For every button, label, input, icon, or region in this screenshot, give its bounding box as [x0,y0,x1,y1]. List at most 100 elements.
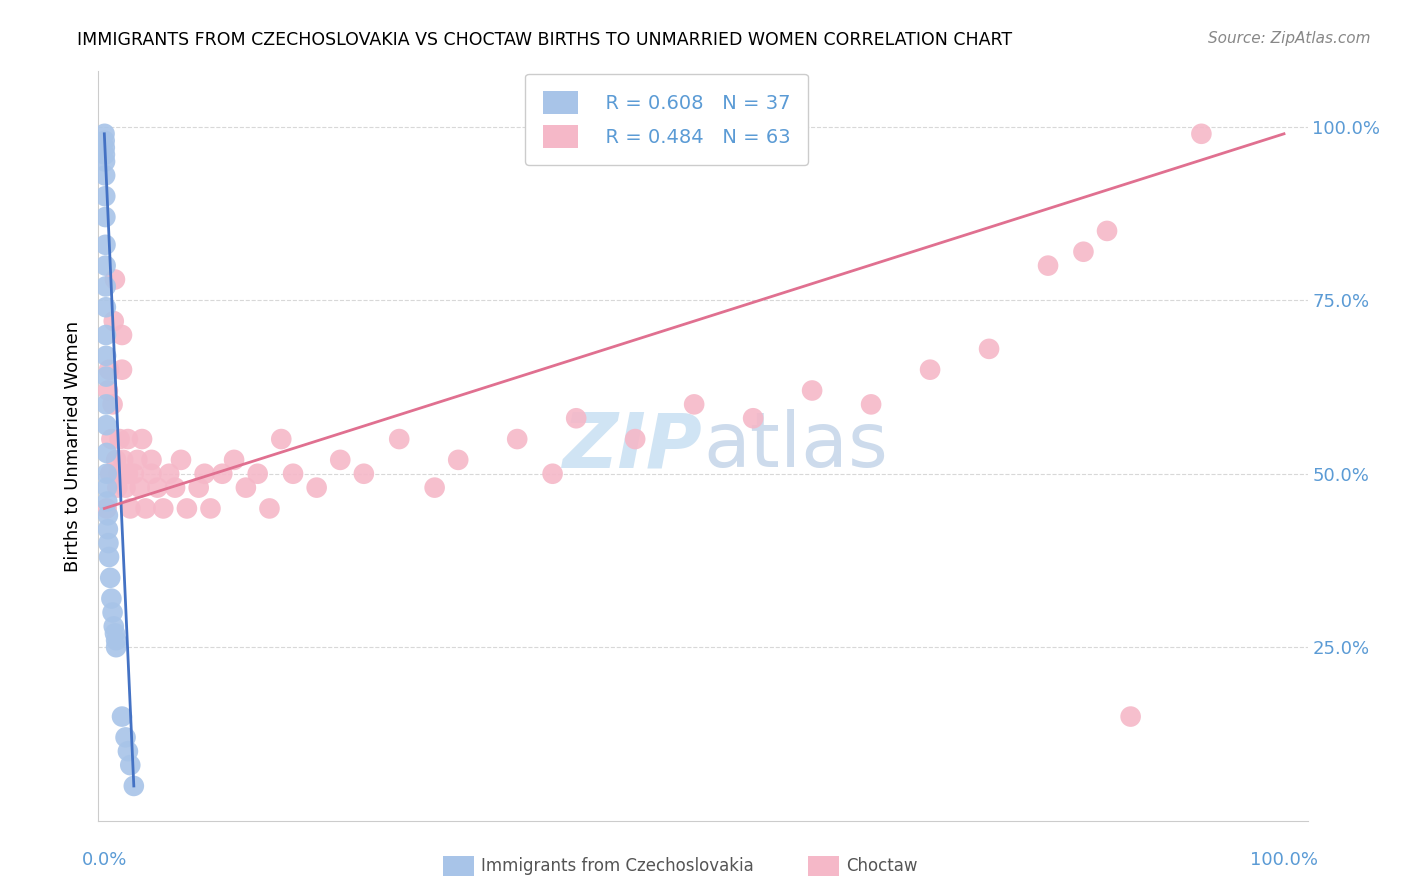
Point [111,362,134,376]
Point [120,758,142,772]
Point [920,362,942,376]
Point [541,467,564,481]
Point [108,432,131,446]
Point [211,467,233,481]
Text: atlas: atlas [703,409,887,483]
Point [114,481,136,495]
Point [105,640,128,655]
Point [103,619,125,633]
Point [329,453,352,467]
Point [187,481,209,495]
Point [127,453,149,467]
Point [97,522,120,536]
Point [1095,224,1118,238]
Point [96,446,118,460]
Point [388,432,411,446]
Point [94,279,117,293]
Point [96,369,118,384]
Point [97,384,120,398]
Point [94,259,117,273]
Point [100,432,122,446]
Point [94,147,117,161]
Point [977,342,1000,356]
Point [683,397,706,411]
Point [105,481,128,495]
Point [1073,244,1095,259]
Point [122,779,145,793]
Point [170,453,193,467]
Point [235,481,257,495]
Point [105,633,128,648]
Legend:   R = 0.608   N = 37,   R = 0.484   N = 63: R = 0.608 N = 37, R = 0.484 N = 63 [524,73,808,165]
Point [94,141,117,155]
Point [97,536,120,550]
Point [141,453,163,467]
Point [101,397,124,411]
Point [131,432,153,446]
Point [96,397,118,411]
Text: IMMIGRANTS FROM CZECHOSLOVAKIA VS CHOCTAW BIRTHS TO UNMARRIED WOMEN CORRELATION : IMMIGRANTS FROM CZECHOSLOVAKIA VS CHOCTA… [77,31,1012,49]
Point [94,349,117,363]
Point [94,237,117,252]
Point [194,467,217,481]
Point [98,549,121,564]
Point [96,418,118,433]
Point [1036,259,1059,273]
Point [94,169,117,183]
Point [117,744,139,758]
Text: 100.0%: 100.0% [1250,851,1317,869]
Text: ZIP: ZIP [564,409,703,483]
Point [259,501,281,516]
Point [565,411,588,425]
Point [801,384,824,398]
Point [104,626,127,640]
Point [281,467,304,481]
Point [111,709,134,723]
Point [222,453,245,467]
Point [105,453,128,467]
Point [146,481,169,495]
Point [742,411,765,425]
Point [135,501,157,516]
Point [200,501,222,516]
Point [1119,709,1142,723]
Point [114,731,136,745]
Point [246,467,269,481]
Point [97,508,120,523]
Point [103,314,125,328]
Point [96,501,118,516]
Point [128,481,150,495]
Point [117,432,139,446]
Text: Choctaw: Choctaw [846,857,918,875]
Point [860,397,883,411]
Point [1189,127,1212,141]
Y-axis label: Births to Unmarried Women: Births to Unmarried Women [65,320,83,572]
Point [111,328,134,343]
Point [305,481,328,495]
Point [107,467,129,481]
Point [94,210,117,224]
Point [94,154,117,169]
Point [447,453,470,467]
Point [353,467,375,481]
Point [120,501,142,516]
Point [101,606,124,620]
Point [141,467,163,481]
Point [122,467,145,481]
Point [94,328,117,343]
Point [98,571,121,585]
Point [117,467,139,481]
Point [100,591,122,606]
Point [98,362,121,376]
Point [94,189,117,203]
Point [93,127,115,141]
Point [152,501,174,516]
Point [506,432,529,446]
Point [96,494,118,508]
Point [176,501,198,516]
Point [94,300,117,314]
Point [423,481,446,495]
Point [96,481,118,495]
Point [624,432,647,446]
Point [104,272,127,286]
